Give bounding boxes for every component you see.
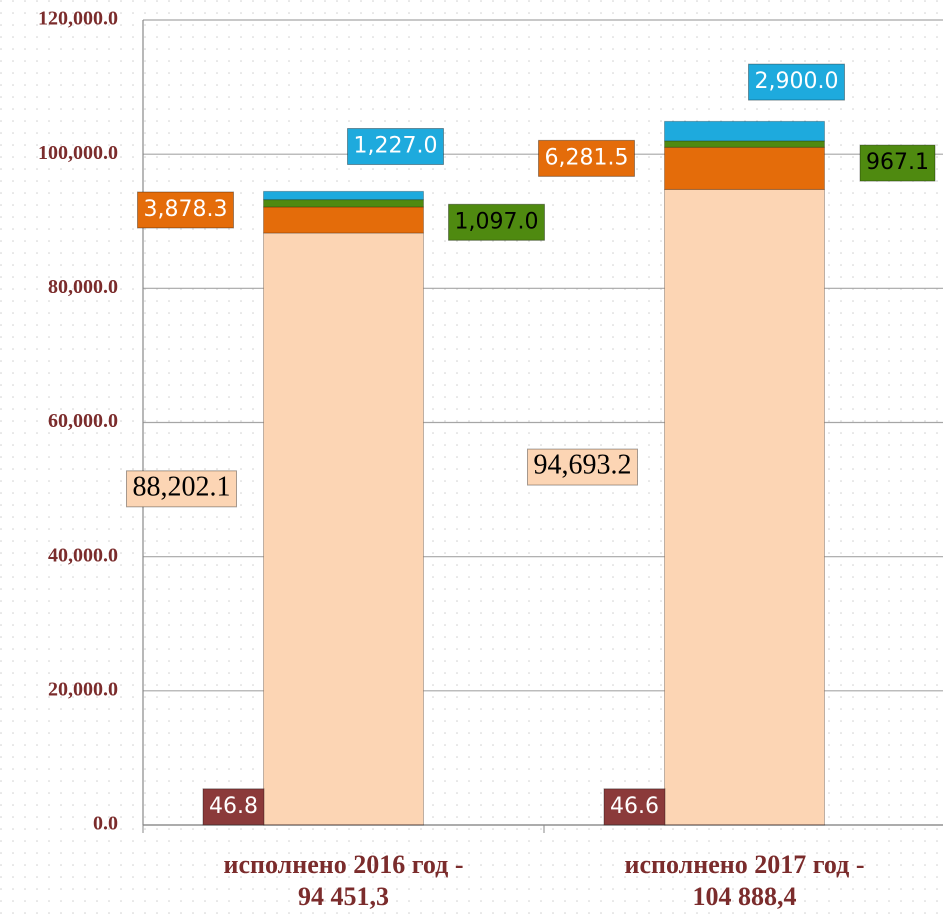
bar-segment (664, 120, 825, 142)
value-label-text: 3,878.3 (144, 197, 228, 222)
y-tick-label: 80,000.0 (48, 276, 118, 298)
y-tick-label: 40,000.0 (48, 544, 118, 566)
x-tick-label: исполнено 2016 год - 94 451,3 (223, 850, 464, 911)
value-label-text: 1,227.0 (354, 134, 438, 159)
value-label-box (347, 128, 444, 166)
value-label-text: 1,097.0 (455, 209, 539, 234)
value-label-box (448, 203, 545, 241)
y-tick-label: 100,000.0 (38, 142, 118, 164)
value-label-text: 88,202.1 (133, 471, 231, 502)
value-label-box (137, 191, 234, 229)
value-label-box (126, 470, 237, 508)
bar-segment (664, 140, 825, 148)
value-label-box (538, 139, 635, 177)
value-label: 6,281.5 (538, 139, 635, 177)
y-tick-label: 60,000.0 (48, 410, 118, 432)
bar-segment (263, 206, 424, 234)
value-label-box (527, 448, 638, 486)
value-label-box (859, 144, 936, 182)
value-label: 46.8 (202, 788, 265, 826)
x-tick-label: исполнено 2017 год - 104 888,4 (624, 850, 865, 911)
value-label-text: 46.6 (610, 794, 659, 819)
value-label: 1,227.0 (347, 128, 444, 166)
bar-segment (263, 232, 424, 826)
bar-segment (263, 199, 424, 208)
value-label: 1,097.0 (448, 203, 545, 241)
bar-segment (263, 190, 424, 201)
value-label-text: 6,281.5 (545, 145, 629, 170)
value-label: 967.1 (859, 144, 936, 182)
value-label: 2,900.0 (748, 63, 845, 101)
value-label-text: 2,900.0 (755, 69, 839, 94)
value-label: 88,202.1 (126, 470, 237, 508)
value-label: 94,693.2 (527, 448, 638, 486)
bar-segment (664, 146, 825, 190)
value-label-text: 967.1 (866, 150, 929, 175)
value-label-text: 46.8 (209, 794, 258, 819)
y-tick-label: 20,000.0 (48, 678, 118, 700)
y-tick-label: 120,000.0 (38, 8, 118, 30)
value-label-text: 94,693.2 (534, 449, 632, 480)
value-label-box (748, 63, 845, 101)
y-tick-label: 0.0 (93, 813, 118, 835)
value-label: 3,878.3 (137, 191, 234, 229)
value-label-box (603, 788, 666, 826)
bar-segment (664, 188, 825, 826)
value-label-box (202, 788, 265, 826)
value-label: 46.6 (603, 788, 666, 826)
